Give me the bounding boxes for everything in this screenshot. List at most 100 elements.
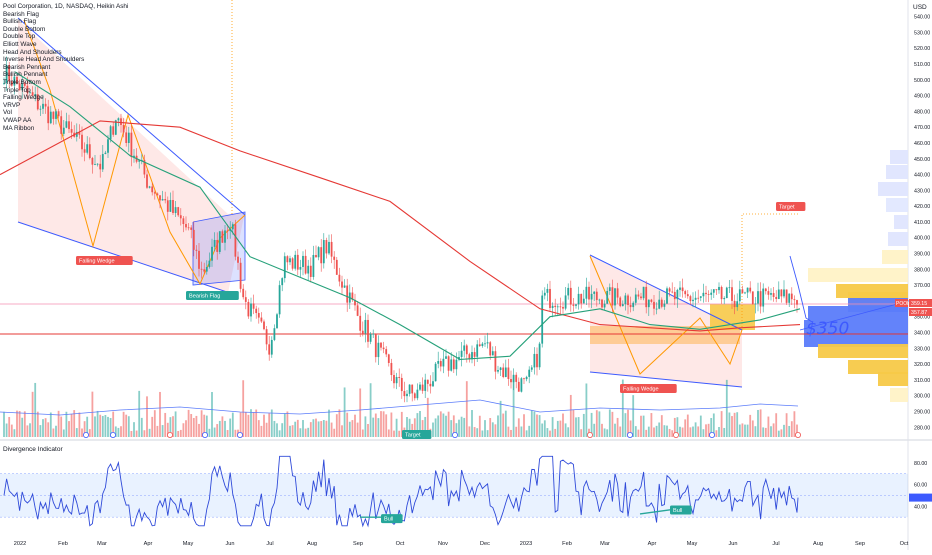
divergence-indicator-title[interactable]: Divergence Indicator: [3, 446, 63, 453]
candle-body: [395, 376, 398, 384]
candle-body: [637, 294, 640, 297]
candle-body: [330, 241, 333, 257]
volume-bar: [242, 380, 245, 437]
last-price-badge: 359.15: [911, 301, 927, 307]
candle-body: [216, 239, 219, 252]
candle-body: [205, 267, 208, 272]
candle-body: [486, 342, 489, 344]
legend-item[interactable]: Head And Shoulders: [3, 48, 62, 56]
volume-bar: [372, 417, 375, 437]
legend-item[interactable]: Double Top: [3, 33, 36, 41]
candle-body: [796, 300, 798, 305]
legend-item[interactable]: VWAP AA: [3, 116, 32, 124]
candle-body: [328, 241, 330, 254]
volume-bar: [447, 411, 450, 437]
candle-body: [580, 293, 583, 304]
volume-bar: [73, 410, 76, 437]
candle-body: [450, 359, 453, 371]
candle-body: [577, 293, 580, 305]
ma-slow-line: [0, 120, 801, 332]
bull-divergence-line-2: [639, 508, 673, 515]
volume-bar: [770, 426, 772, 437]
volume-bar: [231, 412, 234, 437]
legend-item[interactable]: VRVP: [3, 101, 21, 109]
currency-label[interactable]: USD: [913, 4, 927, 11]
volume-bar: [460, 416, 463, 437]
legend-item[interactable]: Bullish Pennant: [3, 71, 48, 79]
volume-bar: [650, 413, 653, 437]
candle-body: [380, 342, 382, 348]
candle-body: [702, 292, 705, 297]
volume-bar: [707, 423, 710, 437]
volume-bar: [200, 410, 203, 437]
legend-title[interactable]: Pool Corporation, 1D, NASDAQ, Heikin Ash…: [3, 3, 129, 10]
volume-bar: [320, 421, 323, 437]
candle-body: [406, 393, 408, 397]
price-tick-label: 290.00: [914, 409, 930, 415]
legend-item[interactable]: Bearish Pennant: [3, 63, 51, 71]
candle-body: [47, 106, 50, 124]
candle-body: [788, 293, 791, 303]
wedge-2-upper: [589, 254, 743, 331]
candle-body: [575, 304, 577, 306]
symbol-badge: POOL: [896, 301, 910, 307]
candle-body: [325, 240, 328, 254]
candle-body: [432, 381, 434, 387]
volume-bar: [491, 422, 494, 437]
volume-bar: [585, 383, 588, 437]
volume-bar: [75, 428, 78, 437]
volume-bar: [512, 379, 515, 437]
volume-bar: [36, 411, 39, 437]
vrvp-bar: [894, 215, 908, 229]
legend-item[interactable]: Inverse Head And Shoulders: [3, 56, 85, 64]
volume-bar: [172, 416, 174, 437]
candle-body: [663, 303, 666, 307]
legend-item[interactable]: Bullish Flag: [3, 18, 37, 26]
legend-item[interactable]: MA Ribbon: [3, 124, 35, 132]
vrvp-bar: [878, 372, 908, 386]
candle-body: [146, 174, 148, 188]
indicator-legend[interactable]: Pool Corporation, 1D, NASDAQ, Heikin Ash…: [3, 3, 128, 132]
volume-bar: [723, 427, 726, 437]
volume-bar: [299, 428, 302, 437]
volume-bar: [621, 379, 624, 437]
volume-bar: [551, 417, 554, 437]
candle-body: [393, 375, 395, 384]
volume-bar: [788, 425, 791, 437]
volume-bar: [746, 424, 749, 437]
volume-bar: [567, 427, 570, 437]
volume-bar: [673, 417, 676, 437]
candle-body: [650, 299, 653, 302]
projection-arrow: [789, 255, 813, 323]
volume-bar: [507, 426, 510, 437]
legend-item[interactable]: Triple Bottom: [3, 78, 41, 86]
candle-body: [502, 367, 505, 378]
volume-bar: [364, 416, 367, 437]
volume-bar: [359, 388, 362, 437]
candle-body: [676, 289, 679, 300]
volume-bar: [710, 418, 713, 437]
candle-body: [242, 288, 245, 298]
candle-body: [224, 230, 226, 243]
candle-body: [624, 295, 627, 305]
legend-item[interactable]: Elliott Wave: [3, 40, 37, 48]
legend-item[interactable]: Triple Top: [3, 86, 31, 94]
last-price-badge-box: [909, 299, 932, 307]
candle-body: [91, 158, 94, 165]
price-tick-label: 320.00: [914, 362, 930, 368]
legend-item[interactable]: Bearish Flag: [3, 10, 39, 18]
volume-bar: [533, 411, 536, 437]
time-tick-label: 2023: [520, 541, 532, 547]
candle-body: [322, 240, 325, 264]
event-marker: [627, 431, 634, 438]
time-tick-label: Jul: [772, 541, 779, 547]
candle-body: [504, 367, 507, 378]
price-tick-label: 480.00: [914, 109, 930, 115]
legend-item[interactable]: Double Bottom: [3, 25, 46, 33]
volume-bar: [286, 411, 289, 437]
time-tick-label: Nov: [438, 541, 448, 547]
volume-bar: [393, 430, 395, 437]
legend-item[interactable]: Falling Wedge: [3, 94, 44, 102]
legend-item[interactable]: Vol: [3, 109, 12, 117]
